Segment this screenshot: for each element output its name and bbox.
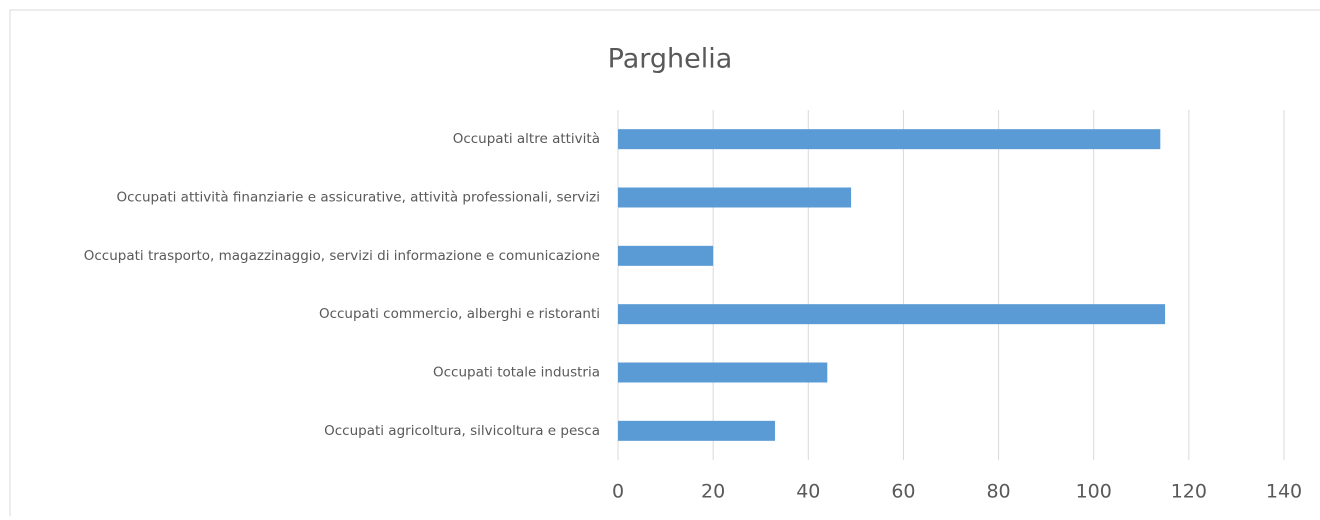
y-tick-label: Occupati attività finanziarie e assicura…	[116, 190, 600, 206]
y-tick-label: Occupati totale industria	[433, 365, 600, 381]
x-tick-label: 80	[986, 481, 1010, 503]
x-tick-label: 40	[796, 481, 820, 503]
bar	[618, 420, 775, 441]
chart-title: Parghelia	[608, 44, 733, 75]
bar	[618, 362, 828, 383]
y-tick-label: Occupati altre attività	[453, 131, 600, 147]
y-tick-label: Occupati commercio, alberghi e ristorant…	[319, 306, 600, 322]
x-tick-label: 100	[1076, 481, 1112, 503]
bar	[618, 245, 714, 266]
y-tick-label: Occupati agricoltura, silvicoltura e pes…	[324, 423, 600, 439]
bar	[618, 304, 1166, 325]
bar	[618, 187, 852, 208]
x-tick-label: 140	[1266, 481, 1302, 503]
y-tick-label: Occupati trasporto, magazzinaggio, servi…	[84, 248, 600, 264]
x-tick-label: 120	[1171, 481, 1207, 503]
x-tick-label: 0	[612, 481, 624, 503]
bar	[618, 129, 1161, 150]
x-tick-label: 60	[891, 481, 915, 503]
x-tick-label: 20	[701, 481, 725, 503]
